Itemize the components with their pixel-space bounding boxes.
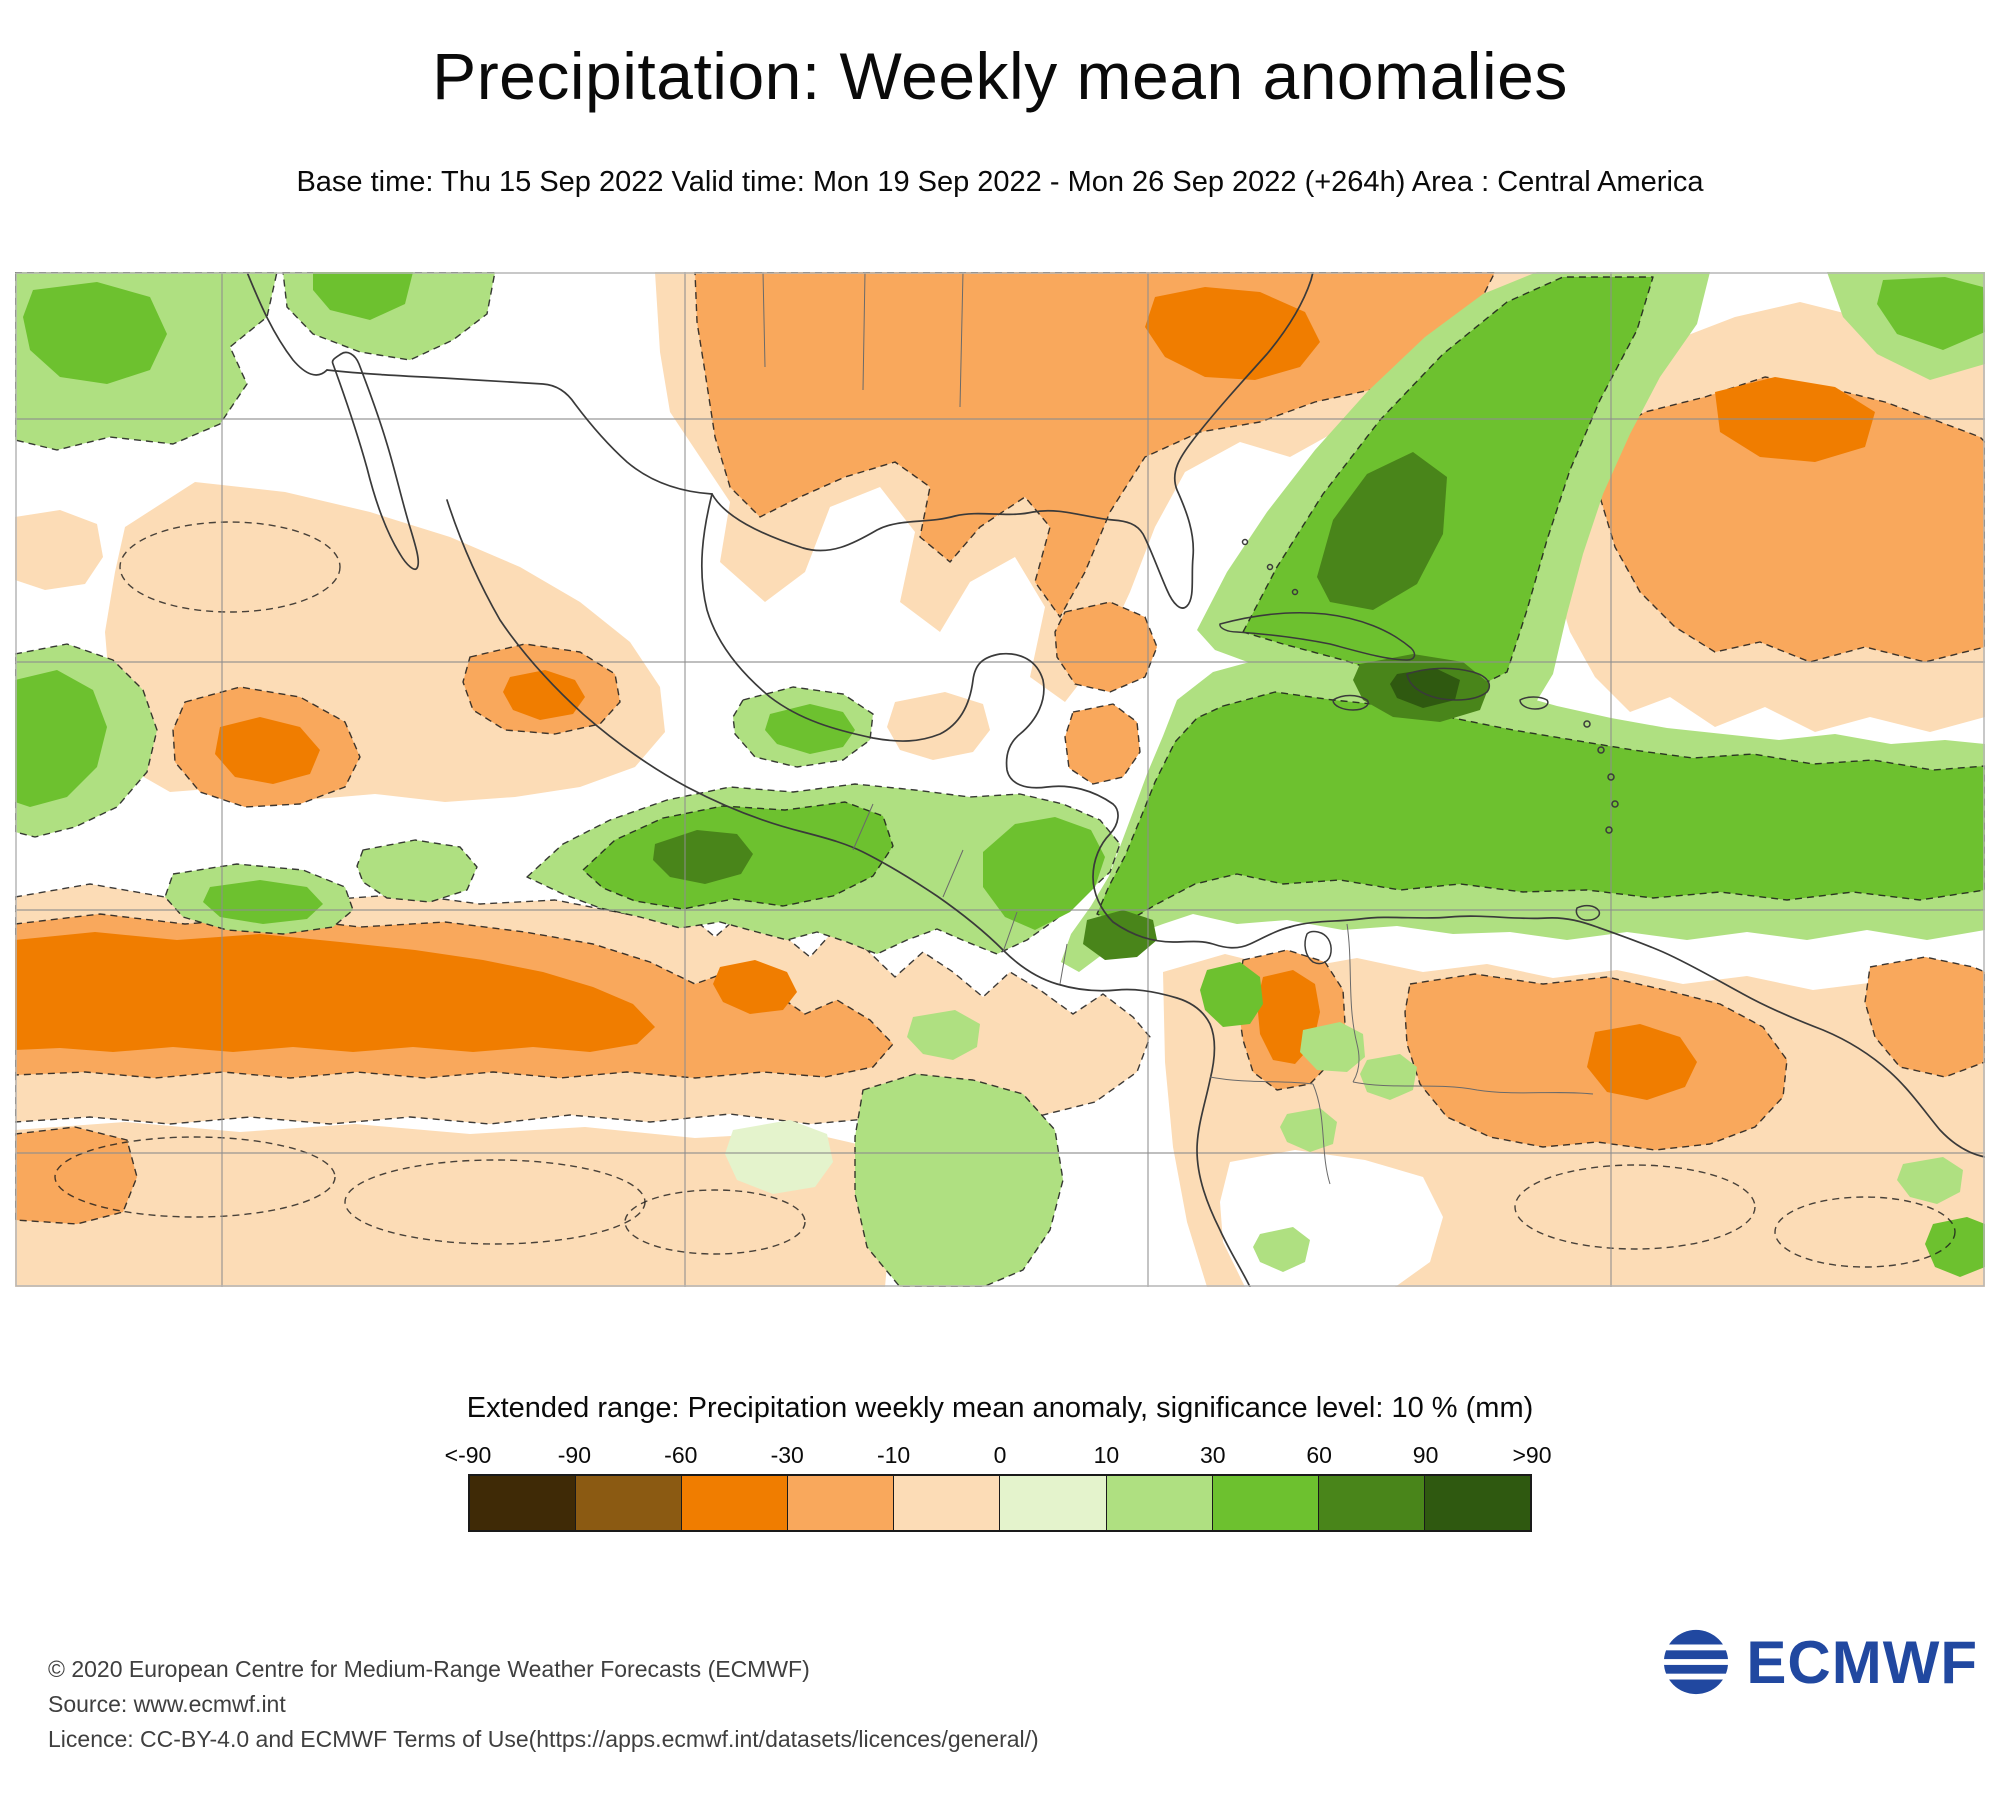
legend-color-segment (1318, 1476, 1425, 1530)
legend-tick-label: 30 (1200, 1442, 1226, 1468)
legend-tick-label: 90 (1412, 1442, 1439, 1468)
legend-color-segment (576, 1476, 683, 1530)
legend-tick-label: 10 (1093, 1442, 1120, 1468)
map-canvas (15, 272, 1985, 1287)
legend-tick-label: >90 (1512, 1442, 1552, 1468)
ecmwf-logo-icon (1660, 1629, 1733, 1695)
map-coastlines (246, 272, 1985, 1287)
footer-licence: Licence: CC-BY-4.0 and ECMWF Terms of Us… (48, 1726, 1039, 1752)
legend-title: Extended range: Precipitation weekly mea… (466, 1392, 1534, 1424)
legend-ticks: <-90 -90 -60 -30 -10 0 10 30 60 90 >90 (445, 1442, 1552, 1470)
legend-color-segment (1424, 1476, 1530, 1530)
legend-color-segment (1000, 1476, 1107, 1530)
legend-tick-label: -60 (664, 1442, 698, 1468)
legend-tick-label: -90 (557, 1442, 592, 1468)
page-title: Precipitation: Weekly mean anomalies (432, 39, 1568, 113)
anomaly-map (15, 272, 1985, 1287)
legend-tick-label: -30 (770, 1442, 804, 1468)
legend-color-segment (1106, 1476, 1213, 1530)
legend-colorbar (468, 1474, 1532, 1532)
ecmwf-logo-text: ECMWF (1746, 1628, 1978, 1696)
chart-subtitle: Base time: Thu 15 Sep 2022 Valid time: M… (296, 166, 1704, 198)
legend-color-segment (470, 1476, 577, 1530)
legend-tick-label: 60 (1306, 1442, 1332, 1468)
footer-source: Source: www.ecmwf.int (48, 1691, 286, 1717)
ecmwf-logo: ECMWF (1660, 1626, 1978, 1698)
legend-tick-label: -10 (876, 1442, 911, 1468)
legend-color-segment (1212, 1476, 1319, 1530)
map-gridlines (15, 272, 1985, 1287)
footer-copyright: © 2020 European Centre for Medium-Range … (48, 1656, 810, 1682)
map-negative-anomaly-regions (15, 272, 1985, 1287)
map-frame (15, 272, 1985, 1287)
legend-color-segment (788, 1476, 895, 1530)
legend-tick-label: 0 (993, 1442, 1007, 1468)
legend-color-segment (894, 1476, 1001, 1530)
map-positive-anomaly-regions (15, 272, 1985, 1287)
map-significance-contours (54, 521, 1956, 1268)
legend-color-segment (682, 1476, 789, 1530)
legend-tick-label: <-90 (444, 1442, 492, 1468)
footer: © 2020 European Centre for Medium-Range … (48, 1652, 1039, 1757)
